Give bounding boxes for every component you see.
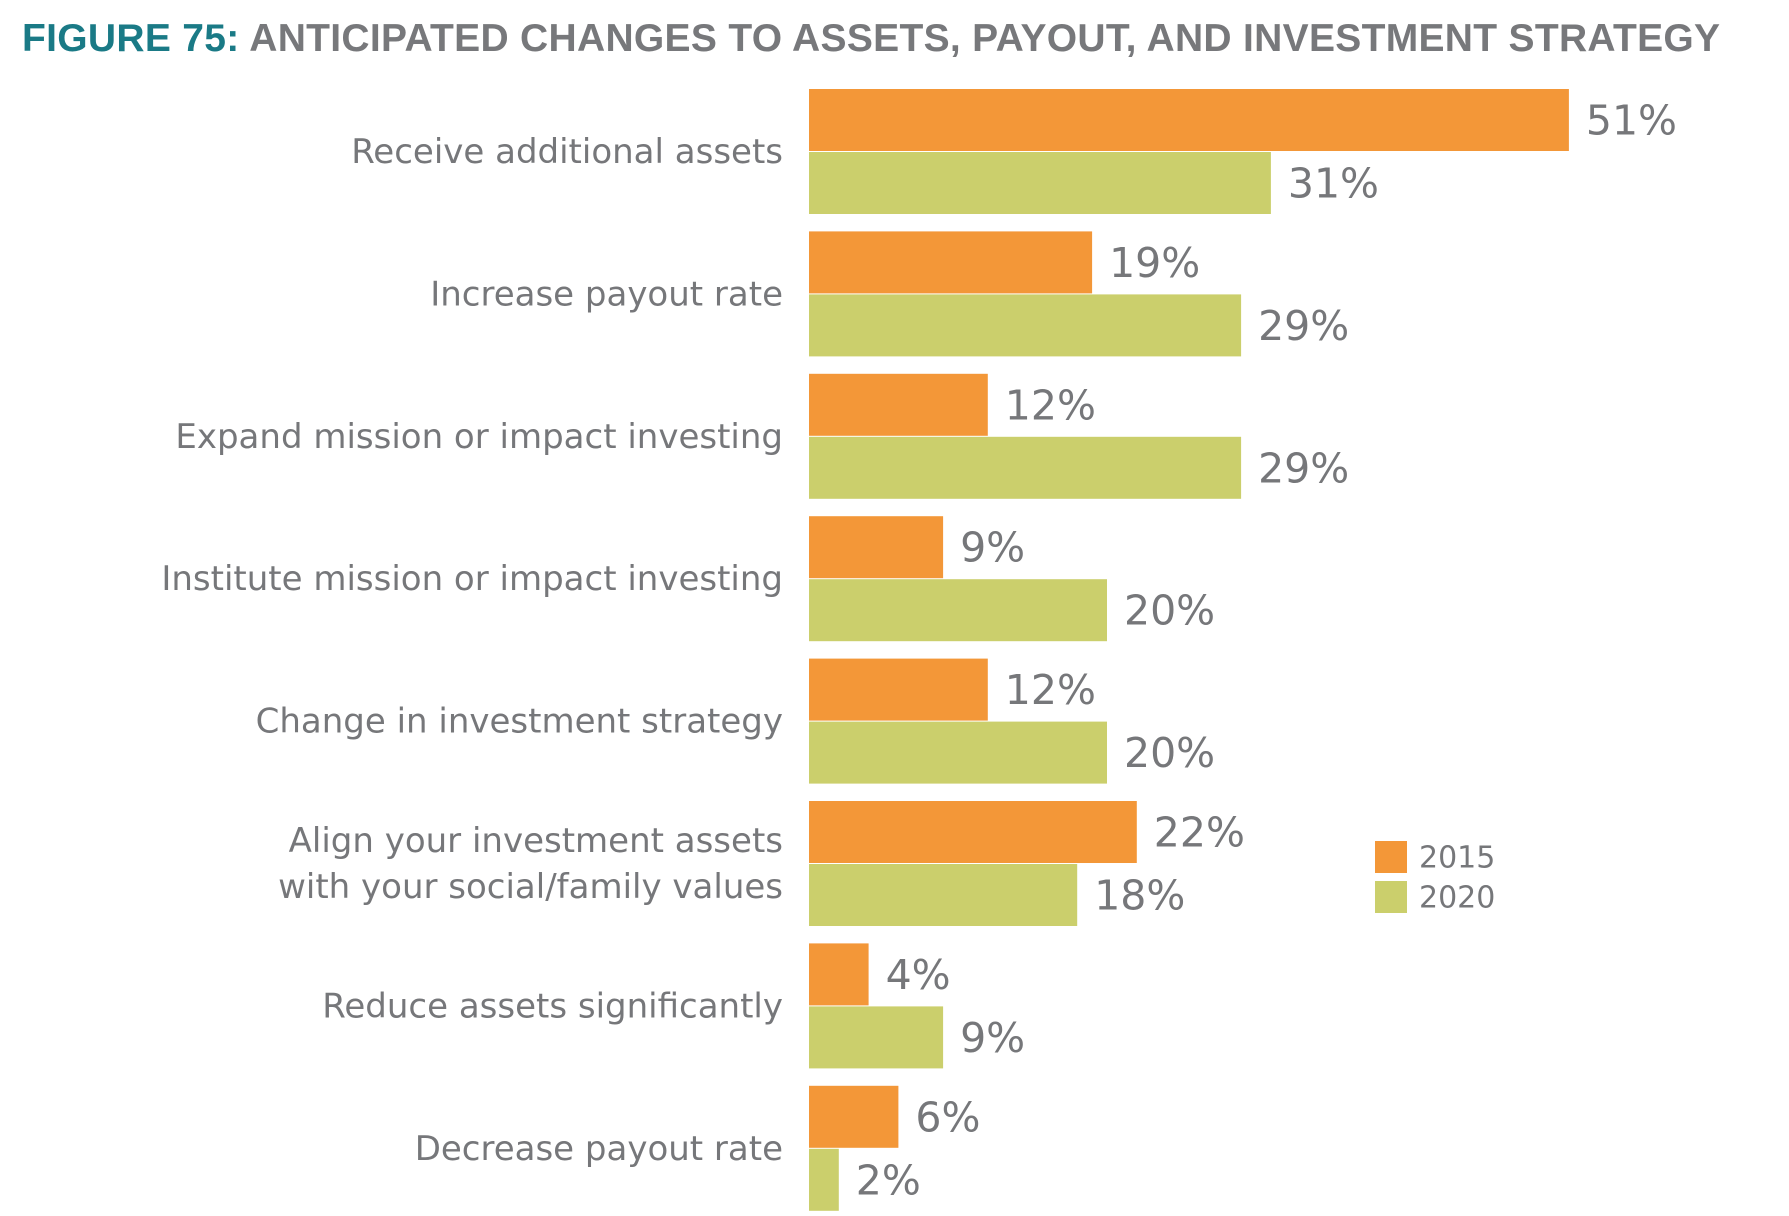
value-labels: 51%31%19%29%12%29%9%20%12%20%22%18%4%9%6… [856, 97, 1677, 1205]
bar-2020 [809, 1006, 944, 1069]
data-label-2020: 9% [960, 1014, 1025, 1062]
figure-title-text: ANTICIPATED CHANGES TO ASSETS, PAYOUT, A… [249, 17, 1721, 60]
data-label-2020: 29% [1258, 302, 1349, 350]
category-label: Institute mission or impact investing [161, 559, 783, 599]
legend: 2015 2020 [1375, 841, 1495, 916]
category-label: Increase payout rate [430, 274, 783, 314]
bar-2020 [809, 436, 1242, 499]
category-labels: Receive additional assets Increase payout… [161, 132, 783, 1169]
bar-2020 [809, 152, 1271, 214]
data-label-2020: 20% [1124, 587, 1215, 635]
category-label: Align your investment assets [289, 821, 783, 861]
data-label-2015: 19% [1109, 239, 1200, 287]
bar-2015 [809, 89, 1569, 151]
bar-2015 [809, 1085, 899, 1148]
data-label-2020: 29% [1258, 444, 1349, 492]
category-label: Reduce assets significantly [322, 986, 783, 1026]
data-label-2015: 6% [915, 1093, 980, 1141]
bar-2020 [809, 579, 1107, 642]
data-label-2015: 12% [1005, 666, 1096, 714]
category-label: Decrease payout rate [415, 1129, 783, 1169]
category-label: Change in investment strategy [256, 702, 783, 742]
bars [809, 89, 1569, 1211]
legend-swatch-2015 [1375, 841, 1407, 873]
category-label: Expand mission or impact investing [175, 417, 783, 457]
category-label: with your social/family values [278, 867, 783, 907]
data-label-2020: 2% [856, 1156, 921, 1204]
data-label-2015: 4% [886, 951, 951, 999]
data-label-2015: 12% [1005, 381, 1096, 429]
data-label-2015: 22% [1154, 809, 1245, 857]
figure-number: FIGURE 75: [22, 17, 240, 60]
bar-2020 [809, 864, 1078, 926]
bar-2020 [809, 1148, 839, 1211]
bar-2015 [809, 231, 1093, 294]
bar-2015 [809, 516, 944, 579]
data-label-2020: 20% [1124, 729, 1215, 777]
legend-label-2015: 2015 [1419, 841, 1495, 876]
category-label: Receive additional assets [351, 132, 783, 172]
data-label-2020: 31% [1288, 160, 1379, 208]
bar-2020 [809, 294, 1242, 357]
bar-2015 [809, 658, 988, 721]
legend-swatch-2020 [1375, 881, 1407, 913]
legend-label-2020: 2020 [1419, 881, 1495, 916]
bar-2015 [809, 801, 1137, 863]
data-label-2020: 18% [1094, 872, 1185, 920]
data-label-2015: 9% [960, 524, 1025, 572]
data-label-2015: 51% [1586, 97, 1677, 145]
chart-title: FIGURE 75: ANTICIPATED CHANGES TO ASSETS… [22, 14, 1720, 64]
bar-2015 [809, 943, 869, 1006]
bar-2020 [809, 721, 1107, 784]
bar-2015 [809, 373, 988, 436]
